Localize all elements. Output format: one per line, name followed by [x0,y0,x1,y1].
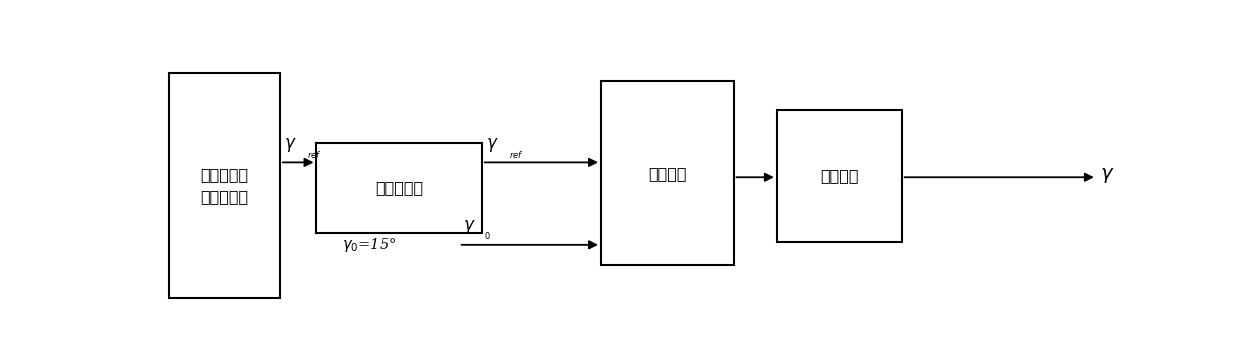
Text: $\gamma$: $\gamma$ [1100,166,1114,185]
Text: 取大模块: 取大模块 [649,166,687,181]
Text: 限幅模块: 限幅模块 [820,168,858,184]
FancyBboxPatch shape [316,144,481,233]
Text: $_{ref}$: $_{ref}$ [306,147,321,160]
Text: $_{ref}$: $_{ref}$ [508,147,523,160]
Text: $\gamma$: $\gamma$ [486,136,498,154]
FancyBboxPatch shape [170,73,280,298]
Text: $\gamma_0$=15°: $\gamma_0$=15° [342,236,397,254]
Text: $_0$: $_0$ [484,229,490,242]
Text: $\gamma$: $\gamma$ [284,136,296,154]
Text: 使能控制器: 使能控制器 [374,180,423,196]
Text: 关断角整定
値计算模块: 关断角整定 値计算模块 [201,167,249,204]
FancyBboxPatch shape [776,110,901,242]
Text: $\gamma$: $\gamma$ [463,218,475,236]
FancyBboxPatch shape [601,81,734,265]
